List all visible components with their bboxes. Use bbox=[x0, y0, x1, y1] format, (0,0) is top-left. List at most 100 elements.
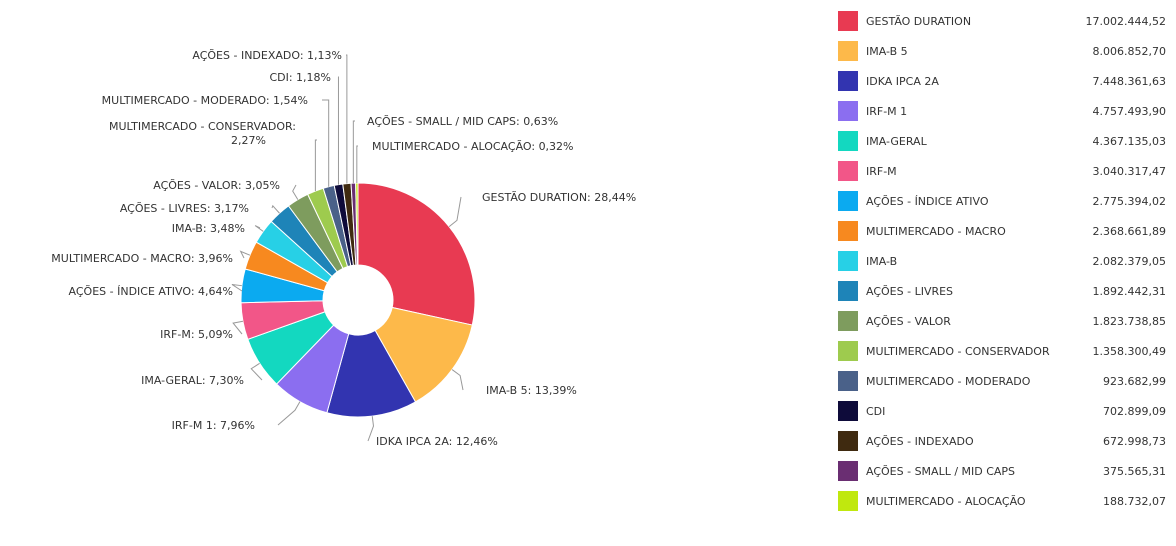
legend-swatch bbox=[838, 431, 858, 451]
leader-lines-layer bbox=[231, 54, 464, 442]
legend-item-ima-b-5[interactable]: IMA-B 5 8.006.852,70 bbox=[838, 36, 1170, 66]
legend-swatch bbox=[838, 131, 858, 151]
legend-item-multimercado-macro[interactable]: MULTIMERCADO - MACRO 2.368.661,89 bbox=[838, 216, 1170, 246]
legend-item-irf-m[interactable]: IRF-M 3.040.317,47 bbox=[838, 156, 1170, 186]
slice-label-acoes-livres: AÇÕES - LIVRES: 3,17% bbox=[120, 202, 249, 215]
legend-label: AÇÕES - VALOR bbox=[866, 314, 951, 328]
slice-labels-layer: GESTÃO DURATION: 28,44% IMA-B 5: 13,39% ID… bbox=[51, 49, 636, 448]
legend-value: 17.002.444,52 bbox=[1085, 14, 1166, 28]
legend-swatch bbox=[838, 161, 858, 181]
legend-swatch bbox=[838, 461, 858, 481]
slice-label-acoes-indice-ativo: AÇÕES - ÍNDICE ATIVO: 4,64% bbox=[69, 285, 233, 298]
leader-line-acoes-valor bbox=[292, 184, 299, 200]
slice-label-multimercado-alocacao: MULTIMERCADO - ALOCAÇÃO: 0,32% bbox=[372, 140, 574, 153]
legend-item-multimercado-conservador[interactable]: MULTIMERCADO - CONSERVADOR 1.358.300,49 bbox=[838, 336, 1170, 366]
slice-label-acoes-small-mid-caps: AÇÕES - SMALL / MID CAPS: 0,63% bbox=[367, 115, 558, 128]
legend-label: IRF-M 1 bbox=[866, 104, 908, 118]
legend-swatch bbox=[838, 41, 858, 61]
legend-label: IMA-B 5 bbox=[866, 44, 908, 58]
legend-value: 1.358.300,49 bbox=[1092, 344, 1166, 358]
legend-label: GESTÃO DURATION bbox=[866, 14, 972, 28]
legend-item-acoes-livres[interactable]: AÇÕES - LIVRES 1.892.442,31 bbox=[838, 276, 1170, 306]
legend-label: CDI bbox=[866, 404, 886, 418]
legend-label: AÇÕES - INDEXADO bbox=[866, 434, 974, 448]
legend-value: 7.448.361,63 bbox=[1092, 74, 1166, 88]
leader-line-gestao-duration bbox=[448, 196, 462, 228]
legend-label: IRF-M bbox=[866, 164, 897, 178]
legend-value: 2.082.379,05 bbox=[1092, 254, 1166, 268]
legend-item-acoes-small-mid-caps[interactable]: AÇÕES - SMALL / MID CAPS 375.565,31 bbox=[838, 456, 1170, 486]
legend-item-acoes-indice-ativo[interactable]: AÇÕES - ÍNDICE ATIVO 2.775.394,02 bbox=[838, 186, 1170, 216]
slice-ima-b-5[interactable] bbox=[374, 306, 473, 403]
legend-label: IMA-B bbox=[866, 254, 898, 268]
legend-swatch bbox=[838, 11, 858, 31]
legend-item-irf-m-1[interactable]: IRF-M 1 4.757.493,90 bbox=[838, 96, 1170, 126]
leader-line-idka-ipca-2a bbox=[367, 416, 374, 442]
legend-swatch bbox=[838, 371, 858, 391]
slice-gestao-duration[interactable] bbox=[357, 182, 476, 326]
leader-line-multimercado-alocacao bbox=[356, 145, 358, 184]
leader-line-ima-geral bbox=[250, 362, 263, 381]
legend-swatch bbox=[838, 221, 858, 241]
legend-item-ima-b[interactable]: IMA-B 2.082.379,05 bbox=[838, 246, 1170, 276]
legend-swatch bbox=[838, 401, 858, 421]
legend-swatch bbox=[838, 281, 858, 301]
slice-label-multimercado-macro: MULTIMERCADO - MACRO: 3,96% bbox=[51, 252, 233, 265]
legend-value: 375.565,31 bbox=[1103, 464, 1166, 478]
legend-label: MULTIMERCADO - MACRO bbox=[866, 224, 1006, 238]
legend-value: 3.040.317,47 bbox=[1092, 164, 1166, 178]
legend-item-idka-ipca-2a[interactable]: IDKA IPCA 2A 7.448.361,63 bbox=[838, 66, 1170, 96]
leader-line-acoes-livres bbox=[271, 204, 280, 214]
legend-value: 2.775.394,02 bbox=[1092, 194, 1166, 208]
legend-value: 4.367.135,03 bbox=[1092, 134, 1166, 148]
legend-label: AÇÕES - LIVRES bbox=[866, 284, 954, 298]
slice-label-multimercado-conservador: MULTIMERCADO - CONSERVADOR: 2,27% bbox=[109, 120, 296, 147]
legend-item-multimercado-alocacao[interactable]: MULTIMERCADO - ALOCAÇÃO 188.732,07 bbox=[838, 486, 1170, 516]
leader-line-multimercado-conservador bbox=[314, 139, 317, 192]
slice-label-ima-b: IMA-B: 3,48% bbox=[172, 222, 245, 235]
leader-line-multimercado-moderado bbox=[322, 99, 330, 187]
leader-line-acoes-small-mid-caps bbox=[352, 120, 355, 184]
legend-swatch bbox=[838, 491, 858, 511]
legend-item-acoes-indexado[interactable]: AÇÕES - INDEXADO 672.998,73 bbox=[838, 426, 1170, 456]
leader-line-acoes-indexado bbox=[346, 54, 348, 184]
legend-item-acoes-valor[interactable]: AÇÕES - VALOR 1.823.738,85 bbox=[838, 306, 1170, 336]
legend-label: MULTIMERCADO - CONSERVADOR bbox=[866, 344, 1050, 358]
legend-label: MULTIMERCADO - MODERADO bbox=[866, 374, 1031, 388]
donut-chart: GESTÃO DURATION: 28,44% IMA-B 5: 13,39% ID… bbox=[51, 49, 636, 448]
slice-label-gestao-duration: GESTÃO DURATION: 28,44% bbox=[482, 191, 636, 204]
legend-label: IDKA IPCA 2A bbox=[866, 74, 939, 88]
slice-idka-ipca-2a[interactable] bbox=[326, 329, 417, 418]
leader-line-multimercado-macro bbox=[239, 250, 251, 259]
legend-item-gestao-duration[interactable]: GESTÃO DURATION 17.002.444,52 bbox=[838, 6, 1170, 36]
slice-label-ima-b-5: IMA-B 5: 13,39% bbox=[486, 384, 577, 397]
legend-swatch bbox=[838, 341, 858, 361]
legend: GESTÃO DURATION 17.002.444,52 IMA-B 5 8.006… bbox=[838, 6, 1170, 516]
legend-swatch bbox=[838, 71, 858, 91]
slices-layer bbox=[240, 182, 476, 418]
legend-value: 923.682,99 bbox=[1103, 374, 1166, 388]
slice-label-acoes-indexado: AÇÕES - INDEXADO: 1,13% bbox=[192, 49, 342, 62]
leader-line-irf-m-1 bbox=[277, 401, 301, 426]
slice-label-multimercado-moderado: MULTIMERCADO - MODERADO: 1,54% bbox=[102, 94, 308, 107]
leader-line-ima-b bbox=[254, 225, 264, 232]
slice-label-irf-m-1: IRF-M 1: 7,96% bbox=[172, 419, 255, 432]
slice-label-ima-geral: IMA-GERAL: 7,30% bbox=[141, 374, 244, 387]
legend-value: 702.899,09 bbox=[1103, 404, 1166, 418]
legend-label: MULTIMERCADO - ALOCAÇÃO bbox=[866, 494, 1026, 508]
legend-swatch bbox=[838, 311, 858, 331]
legend-swatch bbox=[838, 191, 858, 211]
legend-swatch bbox=[838, 101, 858, 121]
legend-label: AÇÕES - SMALL / MID CAPS bbox=[866, 464, 1016, 478]
leader-line-acoes-indice-ativo bbox=[231, 283, 243, 292]
slice-label-irf-m: IRF-M: 5,09% bbox=[160, 328, 233, 341]
legend-item-cdi[interactable]: CDI 702.899,09 bbox=[838, 396, 1170, 426]
legend-item-multimercado-moderado[interactable]: MULTIMERCADO - MODERADO 923.682,99 bbox=[838, 366, 1170, 396]
leader-line-ima-b-5 bbox=[451, 369, 464, 391]
legend-value: 1.823.738,85 bbox=[1092, 314, 1166, 328]
legend-value: 188.732,07 bbox=[1103, 494, 1166, 508]
slice-label-acoes-valor: AÇÕES - VALOR: 3,05% bbox=[153, 179, 280, 192]
legend-item-ima-geral[interactable]: IMA-GERAL 4.367.135,03 bbox=[838, 126, 1170, 156]
slice-multimercado-alocacao[interactable] bbox=[355, 182, 359, 266]
